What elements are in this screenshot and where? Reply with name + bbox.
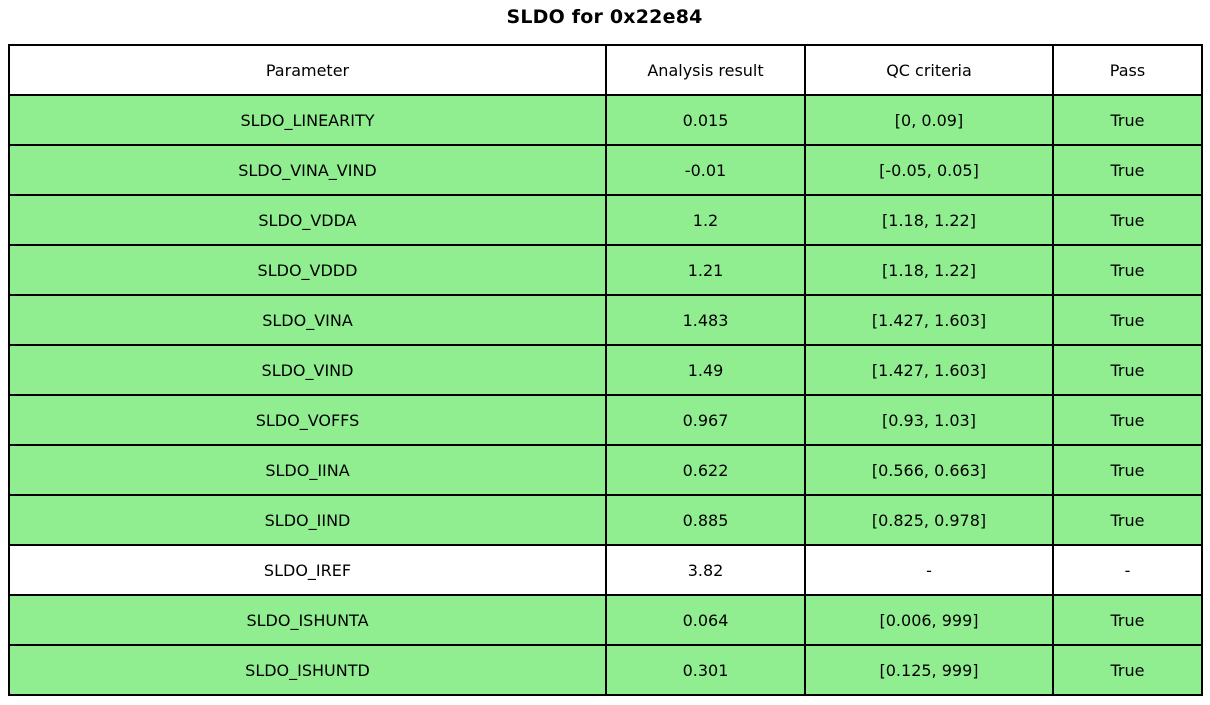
header-cell-pass: Pass (1052, 44, 1203, 96)
table-row: SLDO_VOFFS 0.967 [0.93, 1.03] True (8, 394, 1203, 446)
table-row: SLDO_VINA_VIND -0.01 [-0.05, 0.05] True (8, 144, 1203, 196)
cell-analysis-result: 1.483 (605, 294, 806, 346)
cell-pass: - (1052, 544, 1203, 596)
page-title: SLDO for 0x22e84 (506, 6, 703, 28)
cell-qc-criteria: [0.825, 0.978] (804, 494, 1054, 546)
cell-pass: True (1052, 444, 1203, 496)
cell-analysis-result: 1.2 (605, 194, 806, 246)
cell-analysis-result: 0.015 (605, 94, 806, 146)
cell-parameter: SLDO_VDDA (8, 194, 607, 246)
cell-parameter: SLDO_IREF (8, 544, 607, 596)
cell-parameter: SLDO_ISHUNTA (8, 594, 607, 646)
cell-parameter: SLDO_LINEARITY (8, 94, 607, 146)
table-row: SLDO_IINA 0.622 [0.566, 0.663] True (8, 444, 1203, 496)
header-cell-analysis-result: Analysis result (605, 44, 806, 96)
cell-qc-criteria: [-0.05, 0.05] (804, 144, 1054, 196)
table-row: SLDO_LINEARITY 0.015 [0, 0.09] True (8, 94, 1203, 146)
cell-pass: True (1052, 644, 1203, 696)
cell-qc-criteria: [0, 0.09] (804, 94, 1054, 146)
cell-parameter: SLDO_IIND (8, 494, 607, 546)
table-row: SLDO_IREF 3.82 - - (8, 544, 1203, 596)
cell-qc-criteria: [0.566, 0.663] (804, 444, 1054, 496)
cell-qc-criteria: [1.18, 1.22] (804, 194, 1054, 246)
cell-qc-criteria: - (804, 544, 1054, 596)
cell-parameter: SLDO_IINA (8, 444, 607, 496)
cell-parameter: SLDO_VINA_VIND (8, 144, 607, 196)
cell-analysis-result: 1.49 (605, 344, 806, 396)
cell-qc-criteria: [0.125, 999] (804, 644, 1054, 696)
cell-pass: True (1052, 194, 1203, 246)
table-row: SLDO_VINA 1.483 [1.427, 1.603] True (8, 294, 1203, 346)
cell-pass: True (1052, 344, 1203, 396)
cell-analysis-result: 0.885 (605, 494, 806, 546)
cell-pass: True (1052, 594, 1203, 646)
cell-pass: True (1052, 394, 1203, 446)
cell-analysis-result: 1.21 (605, 244, 806, 296)
cell-qc-criteria: [1.18, 1.22] (804, 244, 1054, 296)
table-body: SLDO_LINEARITY 0.015 [0, 0.09] True SLDO… (8, 94, 1203, 696)
cell-analysis-result: 3.82 (605, 544, 806, 596)
table-row: SLDO_IIND 0.885 [0.825, 0.978] True (8, 494, 1203, 546)
cell-qc-criteria: [0.006, 999] (804, 594, 1054, 646)
table-header-row: Parameter Analysis result QC criteria Pa… (8, 44, 1203, 96)
cell-analysis-result: -0.01 (605, 144, 806, 196)
cell-parameter: SLDO_VDDD (8, 244, 607, 296)
table-row: SLDO_VDDD 1.21 [1.18, 1.22] True (8, 244, 1203, 296)
table-row: SLDO_VIND 1.49 [1.427, 1.603] True (8, 344, 1203, 396)
cell-pass: True (1052, 244, 1203, 296)
cell-pass: True (1052, 144, 1203, 196)
table-row: SLDO_ISHUNTD 0.301 [0.125, 999] True (8, 644, 1203, 696)
cell-analysis-result: 0.301 (605, 644, 806, 696)
cell-analysis-result: 0.064 (605, 594, 806, 646)
table-row: SLDO_VDDA 1.2 [1.18, 1.22] True (8, 194, 1203, 246)
cell-analysis-result: 0.622 (605, 444, 806, 496)
results-table: Parameter Analysis result QC criteria Pa… (8, 44, 1203, 696)
cell-qc-criteria: [1.427, 1.603] (804, 294, 1054, 346)
cell-pass: True (1052, 294, 1203, 346)
cell-parameter: SLDO_VOFFS (8, 394, 607, 446)
header-cell-parameter: Parameter (8, 44, 607, 96)
cell-parameter: SLDO_VINA (8, 294, 607, 346)
cell-analysis-result: 0.967 (605, 394, 806, 446)
cell-pass: True (1052, 494, 1203, 546)
header-cell-qc-criteria: QC criteria (804, 44, 1054, 96)
cell-parameter: SLDO_ISHUNTD (8, 644, 607, 696)
cell-pass: True (1052, 94, 1203, 146)
table-row: SLDO_ISHUNTA 0.064 [0.006, 999] True (8, 594, 1203, 646)
cell-qc-criteria: [1.427, 1.603] (804, 344, 1054, 396)
cell-qc-criteria: [0.93, 1.03] (804, 394, 1054, 446)
cell-parameter: SLDO_VIND (8, 344, 607, 396)
